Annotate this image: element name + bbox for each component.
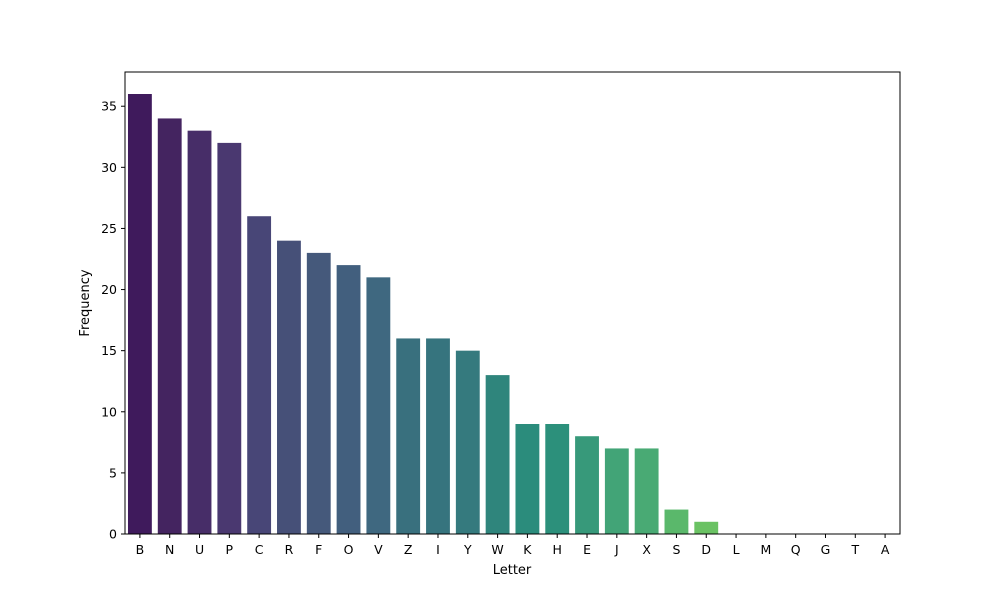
x-tick-label-U: U bbox=[195, 542, 204, 557]
bar-K bbox=[515, 424, 540, 534]
x-axis-label: Letter bbox=[493, 563, 532, 578]
x-tick-label-O: O bbox=[344, 542, 354, 557]
y-tick-label-25: 25 bbox=[101, 221, 117, 236]
x-tick-label-L: L bbox=[733, 542, 740, 557]
x-tick-label-F: F bbox=[315, 542, 322, 557]
x-tick-label-H: H bbox=[553, 542, 562, 557]
x-tick-label-C: C bbox=[255, 542, 264, 557]
y-tick-label-0: 0 bbox=[109, 527, 117, 542]
x-tick-label-W: W bbox=[491, 542, 503, 557]
y-axis-label: Frequency bbox=[78, 269, 93, 336]
bar-J bbox=[604, 448, 629, 534]
bar-O bbox=[336, 265, 361, 534]
y-tick-label-5: 5 bbox=[109, 465, 117, 480]
x-tick-label-G: G bbox=[821, 542, 831, 557]
x-tick-label-Y: Y bbox=[463, 542, 472, 557]
bar-V bbox=[366, 277, 391, 534]
x-tick-label-Z: Z bbox=[404, 542, 413, 557]
y-tick-label-10: 10 bbox=[101, 404, 117, 419]
x-tick-label-K: K bbox=[523, 542, 532, 557]
y-tick-label-20: 20 bbox=[101, 282, 117, 297]
x-tick-label-T: T bbox=[850, 542, 859, 557]
x-tick-label-Q: Q bbox=[791, 542, 801, 557]
bar-D bbox=[694, 521, 719, 534]
x-tick-label-P: P bbox=[226, 542, 234, 557]
x-tick-label-R: R bbox=[285, 542, 294, 557]
x-tick-label-X: X bbox=[642, 542, 651, 557]
bar-E bbox=[575, 436, 599, 534]
x-tick-label-V: V bbox=[374, 542, 383, 557]
bar-X bbox=[634, 448, 659, 534]
bar-C bbox=[247, 216, 272, 534]
bar-Y bbox=[455, 350, 480, 534]
y-axis: 0 5 10 15 20 25 30 35 bbox=[101, 99, 125, 542]
x-tick-label-I: I bbox=[436, 542, 440, 557]
x-tick-label-D: D bbox=[701, 542, 711, 557]
bar-P bbox=[217, 142, 242, 534]
x-tick-label-B: B bbox=[136, 542, 145, 557]
x-tick-label-A: A bbox=[881, 542, 890, 557]
bar-U bbox=[187, 130, 212, 535]
y-tick-label-30: 30 bbox=[101, 160, 117, 175]
bar-S bbox=[664, 509, 689, 534]
bar-Z bbox=[396, 338, 421, 534]
x-tick-label-E: E bbox=[583, 542, 591, 557]
x-tick-label-N: N bbox=[165, 542, 174, 557]
bar-R bbox=[277, 240, 301, 535]
x-tick-label-S: S bbox=[672, 542, 680, 557]
bars-group bbox=[127, 94, 719, 535]
bar-B bbox=[127, 94, 152, 534]
bar-F bbox=[306, 252, 331, 534]
plot-frame bbox=[124, 71, 901, 535]
bar-I bbox=[426, 338, 450, 534]
bar-W bbox=[485, 375, 510, 534]
bar-H bbox=[545, 424, 570, 534]
x-tick-label-M: M bbox=[760, 542, 771, 557]
y-tick-label-15: 15 bbox=[101, 343, 117, 358]
bar-N bbox=[157, 118, 182, 534]
y-tick-label-35: 35 bbox=[101, 99, 117, 114]
x-tick-label-J: J bbox=[614, 542, 619, 557]
